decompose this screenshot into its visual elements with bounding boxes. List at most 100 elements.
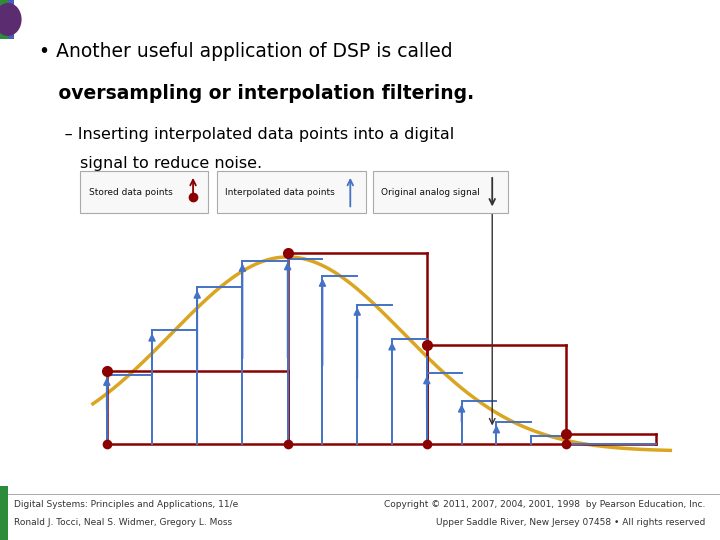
Bar	[2, 0, 9, 39]
Bar	[6, 0, 14, 39]
Bar	[4, 0, 12, 39]
Bar	[7, 0, 14, 39]
Bar	[3, 0, 10, 39]
Bar	[4, 0, 11, 39]
Bar	[2, 0, 9, 39]
Bar	[4, 0, 11, 39]
Bar	[4, 0, 11, 39]
Bar	[4, 0, 12, 39]
Bar	[0, 0, 7, 39]
Bar	[6, 0, 13, 39]
Bar	[1, 0, 8, 39]
Bar	[7, 0, 14, 39]
Bar	[0, 0, 7, 39]
Bar	[5, 0, 12, 39]
Bar	[7, 0, 14, 39]
Text: Stored data points: Stored data points	[89, 188, 173, 197]
FancyBboxPatch shape	[217, 171, 366, 213]
Bar	[2, 0, 9, 39]
Bar	[4, 0, 11, 39]
Bar	[1, 0, 9, 39]
Bar	[6, 0, 13, 39]
Bar	[1, 0, 9, 39]
Bar	[4, 0, 12, 39]
Bar	[4, 0, 12, 39]
Bar	[5, 0, 12, 39]
Bar	[6, 0, 13, 39]
Bar	[6, 0, 14, 39]
Bar	[2, 0, 9, 39]
Bar	[2, 0, 9, 39]
Bar	[1, 0, 8, 39]
Bar	[5, 0, 12, 39]
Bar	[3, 0, 10, 39]
Bar	[7, 0, 14, 39]
Bar	[4, 0, 12, 39]
Bar	[4, 0, 11, 39]
Bar	[4, 0, 12, 39]
Text: Original analog signal: Original analog signal	[381, 188, 480, 197]
Bar	[6, 0, 14, 39]
Bar	[6, 0, 14, 39]
Bar	[5, 0, 12, 39]
Text: Ronald J. Tocci, Neal S. Widmer, Gregory L. Moss: Ronald J. Tocci, Neal S. Widmer, Gregory…	[14, 518, 233, 527]
Bar	[5, 0, 12, 39]
Bar	[1, 0, 8, 39]
Bar	[2, 0, 9, 39]
Bar	[3, 0, 10, 39]
Bar	[1, 0, 9, 39]
Bar	[1, 0, 9, 39]
Bar	[4, 0, 11, 39]
Bar	[6, 0, 14, 39]
Bar	[7, 0, 14, 39]
Bar	[0, 0, 7, 39]
Bar	[3, 0, 10, 39]
Bar	[0, 0, 7, 39]
Ellipse shape	[0, 3, 22, 36]
Bar	[5, 0, 12, 39]
Bar	[1, 0, 9, 39]
Bar	[1, 0, 8, 39]
Bar	[6, 0, 13, 39]
Bar	[6, 0, 14, 39]
Bar	[1, 0, 8, 39]
Bar	[6, 0, 13, 39]
Bar	[6, 0, 14, 39]
Bar	[3, 0, 10, 39]
Bar	[4, 0, 11, 39]
Bar	[1, 0, 9, 39]
Text: 11-17 Digital Signal Processing (DSP): 11-17 Digital Signal Processing (DSP)	[40, 10, 451, 29]
Text: • Another useful application of DSP is called: • Another useful application of DSP is c…	[39, 42, 452, 60]
Text: – Inserting interpolated data points into a digital: – Inserting interpolated data points int…	[39, 127, 454, 142]
Bar	[1, 0, 9, 39]
Text: Copyright © 2011, 2007, 2004, 2001, 1998  by Pearson Education, Inc.: Copyright © 2011, 2007, 2004, 2001, 1998…	[384, 501, 706, 509]
Bar	[6, 0, 13, 39]
Bar	[6, 0, 13, 39]
Text: Interpolated data points: Interpolated data points	[225, 188, 335, 197]
Bar	[2, 0, 9, 39]
Bar	[6, 0, 14, 39]
FancyBboxPatch shape	[372, 171, 508, 213]
Text: signal to reduce noise.: signal to reduce noise.	[39, 156, 261, 171]
Bar	[1, 0, 8, 39]
Bar	[1, 0, 9, 39]
Bar	[3, 0, 10, 39]
Bar	[0, 0, 7, 39]
Text: Digital Systems: Principles and Applications, 11/e: Digital Systems: Principles and Applicat…	[14, 501, 238, 509]
Bar	[3, 0, 10, 39]
Bar	[3, 0, 10, 39]
Bar	[2, 0, 9, 39]
Bar	[1, 0, 8, 39]
Bar	[6, 0, 13, 39]
Bar	[6, 0, 14, 39]
Bar	[5, 0, 12, 39]
Bar	[0, 0, 7, 39]
Bar	[1, 0, 8, 39]
Bar	[4, 0, 11, 39]
Text: oversampling or interpolation filtering.: oversampling or interpolation filtering.	[39, 84, 474, 103]
Bar	[6, 0, 13, 39]
Bar	[5, 0, 12, 39]
Bar	[2, 0, 9, 39]
Bar	[4, 0, 11, 39]
Bar	[4, 0, 12, 39]
